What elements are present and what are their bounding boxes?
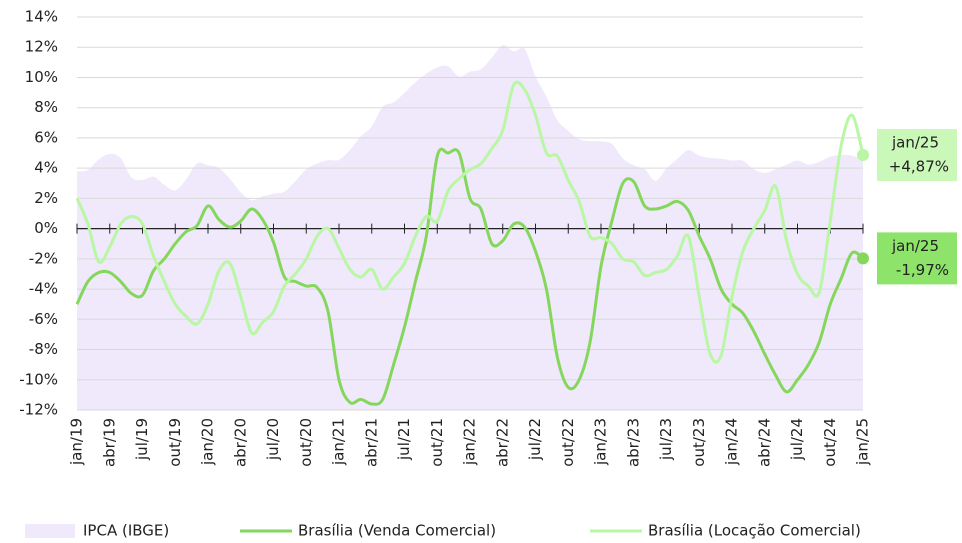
x-tick-label: abr/23: [624, 418, 642, 467]
legend-label: Brasília (Locação Comercial): [648, 522, 861, 540]
y-tick-label: 4%: [34, 159, 58, 177]
x-tick-label: out/21: [428, 418, 446, 467]
end-label-box: [877, 232, 957, 285]
x-tick-label: jul/21: [395, 418, 413, 461]
x-tick-label: abr/21: [362, 418, 380, 467]
y-tick-label: -4%: [29, 280, 58, 298]
y-tick-label: -2%: [29, 249, 58, 267]
x-tick-label: jan/21: [330, 418, 348, 466]
end-label-box: [877, 129, 957, 182]
x-tick-label: abr/19: [100, 418, 118, 467]
x-tick-label: abr/20: [231, 418, 249, 467]
x-tick-label: out/22: [559, 418, 577, 467]
x-tick-label: abr/22: [493, 418, 511, 467]
x-tick-label: jul/19: [133, 418, 151, 461]
line: [75, 80, 865, 364]
x-tick-label: out/24: [821, 418, 839, 467]
end-marker: [857, 149, 869, 162]
y-tick-label: -10%: [19, 370, 58, 388]
end-label-value: -1,97%: [896, 261, 949, 279]
y-tick-label: 0%: [34, 219, 58, 237]
x-tick-label: jul/20: [264, 418, 282, 461]
legend-label: IPCA (IBGE): [83, 522, 169, 540]
y-tick-label: 14%: [25, 8, 58, 26]
x-tick-label: jul/22: [526, 418, 544, 461]
y-tick-label: -6%: [29, 310, 58, 328]
end-label-value: +4,87%: [889, 158, 949, 176]
y-tick-label: -12%: [19, 401, 58, 419]
x-tick-label: out/20: [297, 418, 315, 467]
y-tick-label: 2%: [34, 189, 58, 207]
legend-swatch: [25, 524, 75, 538]
y-tick-label: 10%: [25, 68, 58, 86]
x-tick-label: jan/23: [592, 418, 610, 466]
y-tick-label: 12%: [25, 38, 58, 56]
y-tick-label: 8%: [34, 98, 58, 116]
x-tick-label: jan/19: [68, 418, 86, 466]
x-tick-label: jan/25: [854, 418, 872, 466]
x-tick-label: jul/24: [788, 418, 806, 461]
x-tick-label: out/19: [166, 418, 184, 467]
x-tick-label: jan/20: [199, 418, 217, 466]
end-label-date: jan/25: [891, 237, 939, 255]
x-tick-label: jan/22: [461, 418, 479, 466]
x-tick-label: out/23: [690, 418, 708, 467]
x-tick-label: abr/24: [755, 418, 773, 467]
end-marker: [857, 252, 869, 265]
y-tick-label: 6%: [34, 128, 58, 146]
y-tick-label: -8%: [29, 340, 58, 358]
x-tick-label: jul/23: [657, 418, 675, 461]
end-label-date: jan/25: [891, 134, 939, 152]
x-tick-label: jan/24: [723, 418, 741, 466]
legend-label: Brasília (Venda Comercial): [298, 522, 496, 540]
